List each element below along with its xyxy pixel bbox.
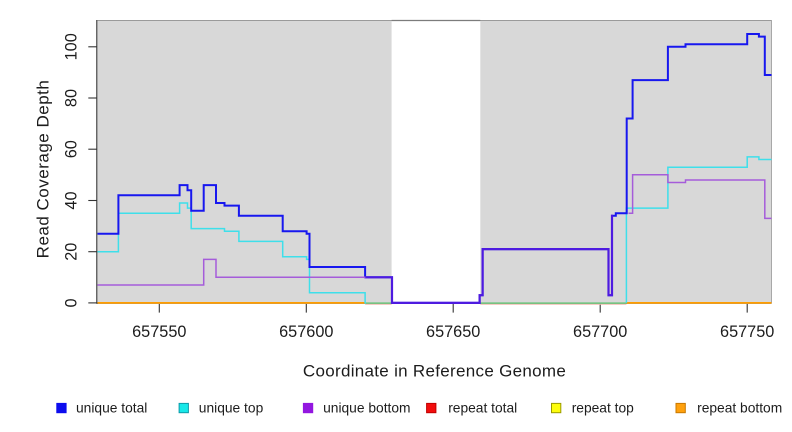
svg-text:100: 100 xyxy=(63,33,81,60)
svg-text:repeat top: repeat top xyxy=(572,400,634,415)
svg-text:657600: 657600 xyxy=(279,323,333,341)
svg-text:0: 0 xyxy=(63,298,81,307)
svg-text:unique top: unique top xyxy=(199,400,264,415)
svg-text:20: 20 xyxy=(63,243,81,261)
svg-text:repeat total: repeat total xyxy=(448,400,517,415)
svg-text:repeat bottom: repeat bottom xyxy=(697,400,782,415)
svg-text:657550: 657550 xyxy=(132,323,186,341)
svg-text:Read Coverage Depth: Read Coverage Depth xyxy=(33,80,52,259)
svg-text:657650: 657650 xyxy=(426,323,480,341)
svg-text:80: 80 xyxy=(63,89,81,107)
svg-text:Coordinate in Reference Genome: Coordinate in Reference Genome xyxy=(303,362,566,381)
svg-text:657750: 657750 xyxy=(720,323,774,341)
svg-text:60: 60 xyxy=(63,140,81,158)
svg-text:40: 40 xyxy=(63,191,81,209)
svg-text:657700: 657700 xyxy=(573,323,627,341)
svg-text:unique bottom: unique bottom xyxy=(323,400,410,415)
svg-text:unique total: unique total xyxy=(76,400,147,415)
